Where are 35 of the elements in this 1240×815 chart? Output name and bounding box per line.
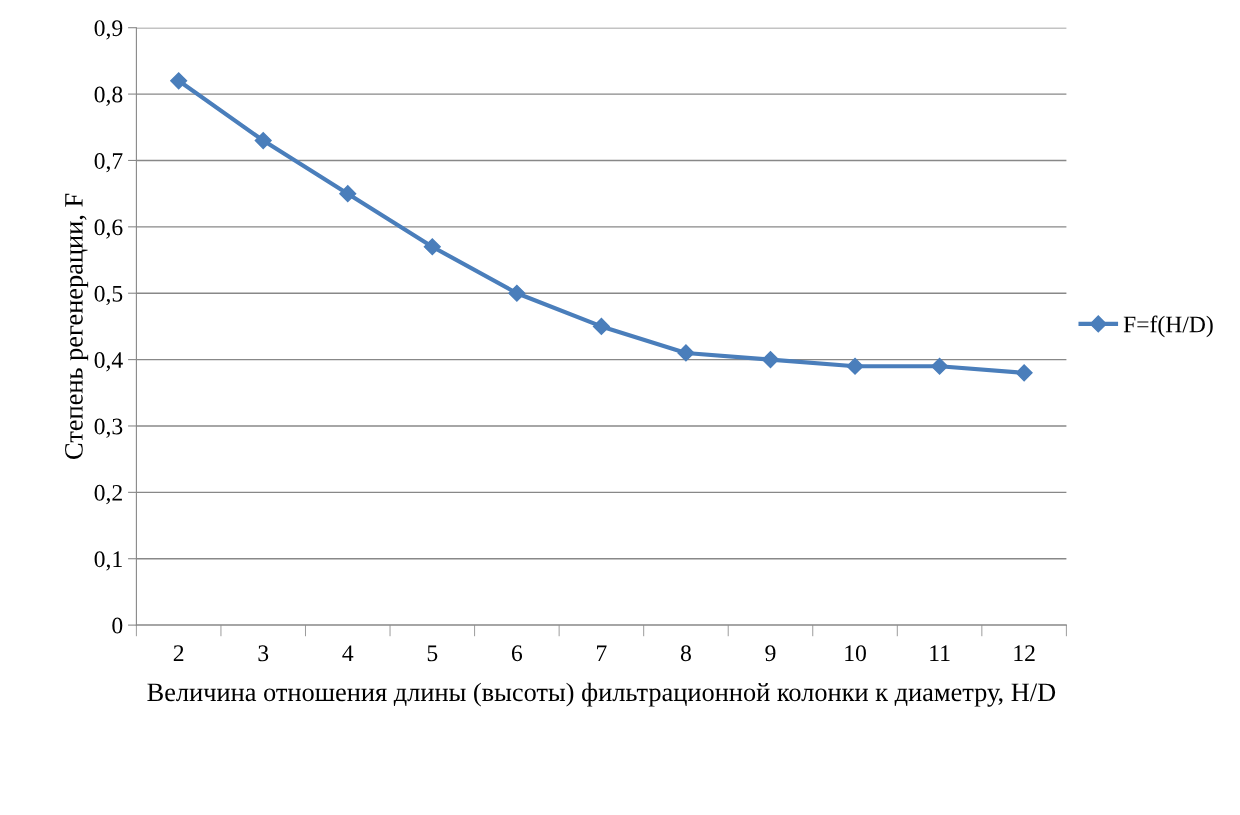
x-tick-label: 12 [1014,645,1035,661]
x-tick-label: 6 [511,645,523,662]
y-tick-label: 0,6 [94,219,123,239]
x-tick-label: 10 [845,645,866,662]
x-tick-label: 11 [930,645,950,661]
y-tick-label: 0,1 [94,551,122,571]
point [846,357,864,375]
y-tick-label: 0,8 [94,86,123,106]
legend-label: F=f(H/D) [1123,315,1213,338]
point [931,357,949,375]
x-tick-label: 8 [680,645,691,662]
y-tick-label: 0,3 [94,418,123,438]
y-tick-label: 0,4 [94,352,123,372]
point [339,185,357,203]
point [508,284,526,302]
x-tick-label: 5 [427,645,438,662]
x-tick-label: 9 [765,645,776,662]
x-tick-label: 4 [342,645,354,661]
point [592,317,610,335]
point [254,131,272,150]
y-tick-label: 0,2 [94,484,122,505]
y-tick-label: 0 [112,617,123,634]
point [761,351,780,369]
y-tick-label: 0,9 [94,20,123,40]
point [170,72,188,90]
point [423,238,441,256]
x-tick-label: 7 [597,645,607,661]
y-axis-title: Степень регенерации, F [65,193,89,459]
y-tick-label: 0,5 [94,285,123,306]
x-tick-label: 3 [258,645,269,662]
x-tick-label: 2 [173,645,184,661]
point [677,344,695,362]
y-tick-label: 0,7 [94,152,123,173]
point [1015,364,1033,382]
x-axis-title: Величина отношения длины (высоты) фильтрационной колонки к диаметру, H/D [147,682,1056,707]
